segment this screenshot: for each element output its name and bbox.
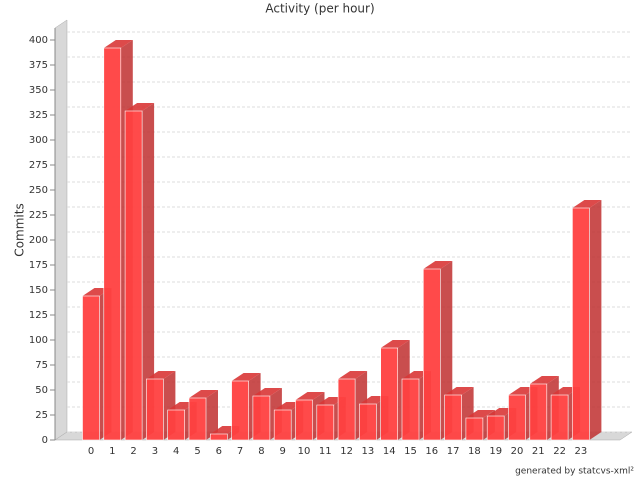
bar-top: [295, 392, 325, 400]
bar-top: [444, 387, 474, 395]
bar: [252, 395, 271, 441]
y-tick-label: 75: [35, 360, 48, 371]
x-tick-label: 2: [130, 446, 136, 457]
bar: [486, 415, 505, 441]
bar: [529, 383, 548, 441]
bar-side: [142, 103, 155, 440]
bar-top: [572, 200, 602, 208]
plot: [67, 31, 632, 441]
x-tick-label: 16: [425, 446, 438, 457]
bar-top: [146, 371, 176, 379]
x-tick-label: 14: [383, 446, 396, 457]
y-tick-label: 50: [35, 385, 48, 396]
bar-top: [338, 371, 368, 379]
bar-top: [423, 261, 453, 269]
x-tick-label: 20: [511, 446, 524, 457]
bar: [188, 397, 207, 441]
y-tick-label: 350: [29, 85, 48, 96]
x-tick-label: 23: [575, 446, 588, 457]
bar: [465, 417, 484, 441]
bar: [210, 433, 228, 441]
bar-top: [465, 410, 495, 418]
x-tick-label: 13: [362, 446, 375, 457]
bar: [82, 295, 100, 441]
y-tick-label: 375: [29, 60, 48, 71]
bar-top: [380, 340, 410, 348]
y-tick-label: 225: [29, 210, 48, 221]
y-tick-label: 0: [42, 435, 48, 446]
bar-top: [231, 373, 261, 381]
x-tick-label: 12: [340, 446, 353, 457]
bar-side: [589, 200, 602, 440]
x-tick-label: 22: [553, 446, 566, 457]
y-tick-label: 150: [29, 285, 48, 296]
x-tick-label: 15: [404, 446, 417, 457]
bar: [124, 110, 143, 441]
y-tick-label: 300: [29, 135, 48, 146]
bar: [273, 409, 292, 441]
bar-top: [252, 388, 282, 396]
x-tick-label: 3: [152, 446, 158, 457]
bar: [550, 394, 569, 441]
y-tick-label: 400: [29, 35, 48, 46]
bar: [380, 347, 399, 441]
x-tick-label: 19: [489, 446, 502, 457]
bar: [401, 378, 420, 441]
y-tick-label: 250: [29, 185, 48, 196]
bar: [444, 394, 462, 441]
bar: [508, 394, 526, 441]
bar-top: [189, 390, 218, 398]
x-tick-label: 6: [216, 446, 222, 457]
bar-top: [103, 40, 133, 48]
bar: [146, 378, 164, 441]
bar: [316, 404, 335, 441]
x-tick-label: 0: [88, 446, 94, 457]
chart-title: Activity (per hour): [265, 2, 374, 16]
bar: [572, 207, 590, 441]
y-tick-label: 325: [29, 110, 48, 121]
bar-side: [206, 390, 218, 440]
x-tick-label: 4: [173, 446, 179, 457]
y-tick-label: 100: [29, 335, 48, 346]
x-tick-label: 9: [280, 446, 286, 457]
y-tick-label: 125: [29, 310, 48, 321]
x-tick-label: 5: [194, 446, 200, 457]
bar: [337, 378, 356, 441]
bar: [359, 403, 377, 441]
bar: [422, 268, 441, 441]
left-wall: [54, 19, 68, 441]
bar: [103, 47, 122, 441]
y-tick-label: 275: [29, 160, 48, 171]
y-tick-label: 175: [29, 260, 48, 271]
x-tick-label: 21: [532, 446, 545, 457]
x-tick-label: 11: [319, 446, 332, 457]
bar-top: [529, 376, 559, 384]
bar: [231, 380, 249, 441]
footer: generated by statcvs-xml²: [515, 467, 634, 477]
bar-top: [125, 103, 155, 111]
x-tick-label: 7: [237, 446, 243, 457]
x-tick-label: 18: [468, 446, 481, 457]
y-tick-label: 25: [35, 410, 48, 421]
y-axis-label: Commits: [13, 203, 27, 256]
bar: [167, 409, 185, 441]
x-tick-label: 17: [447, 446, 460, 457]
x-tick-label: 1: [109, 446, 115, 457]
x-tick-label: 8: [258, 446, 264, 457]
y-tick-label: 200: [29, 235, 48, 246]
x-tick-label: 10: [298, 446, 311, 457]
bar: [295, 399, 313, 441]
